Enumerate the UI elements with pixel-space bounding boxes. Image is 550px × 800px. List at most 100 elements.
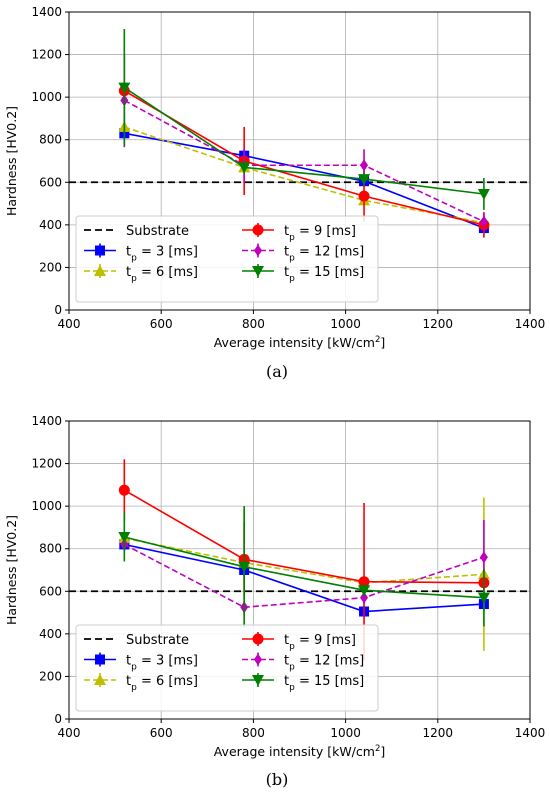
series-line [123, 99, 485, 223]
legend-entry: tp = 6 [ms] [84, 673, 198, 693]
chart-panel-a: 400 600 800 1000 1200 1400 0 200 400 600 800 1000 12… [4, 5, 545, 381]
legend-marker [252, 675, 264, 686]
x-tick-label: 600 [150, 726, 173, 740]
series-line [124, 132, 485, 229]
legend-label: tp = 3 [ms] [126, 654, 198, 673]
legend-box [75, 215, 379, 303]
legend-entry: tp = 3 [ms] [84, 243, 198, 264]
x-tick-label: 400 [58, 726, 81, 740]
legend-entry: tp = 3 [ms] [84, 652, 198, 673]
legend-entry: Substrate [84, 633, 189, 648]
data-point [358, 190, 370, 202]
y-tick-label: 1200 [31, 48, 62, 62]
y-tick-label: 200 [39, 260, 62, 274]
legend-marker [252, 266, 264, 277]
series-3 [120, 519, 488, 614]
data-point [479, 551, 488, 564]
chart-panel-b: 400 600 800 1000 1200 1400 0 200 400 600 800 1000 12… [4, 414, 545, 789]
data-point [360, 591, 369, 604]
legend-marker [254, 244, 262, 257]
data-point [358, 585, 371, 597]
legend-label: tp = 3 [ms] [126, 245, 198, 264]
legend-entry: tp = 6 [ms] [84, 264, 198, 284]
data-point [360, 159, 369, 172]
legend-marker [254, 653, 262, 666]
y-axis-label: Hardness [HV0.2] [4, 106, 19, 216]
data-point [477, 188, 490, 200]
legend-entry: tp = 15 [ms] [242, 264, 364, 284]
legend-entry: tp = 12 [ms] [242, 652, 364, 673]
legend-label: tp = 9 [ms] [284, 633, 356, 652]
data-point [238, 162, 251, 174]
legend-marker [252, 224, 264, 236]
y-tick-label: 400 [39, 627, 62, 641]
y-tick-label: 1200 [31, 457, 62, 471]
series-line [123, 90, 485, 226]
y-tick-label: 0 [54, 712, 62, 726]
series-line [123, 489, 484, 584]
x-axis-label: Average intensity [kW/cm2] [214, 744, 386, 759]
legend-label: tp = 6 [ms] [126, 265, 198, 284]
data-point [238, 561, 251, 573]
x-tick-label: 600 [150, 317, 173, 331]
legend-marker [95, 654, 105, 665]
series-3 [120, 53, 488, 231]
legend-label: tp = 15 [ms] [284, 265, 364, 284]
x-tick-label: 1000 [330, 726, 361, 740]
legend-marker [252, 633, 264, 645]
legend-marker [94, 674, 106, 685]
legend-label: tp = 15 [ms] [284, 674, 364, 693]
plot-frame [68, 11, 531, 311]
series-line [124, 537, 484, 584]
data-point [358, 174, 371, 186]
legend-label: Substrate [126, 633, 189, 648]
x-tick-label: 1200 [423, 726, 454, 740]
series-line [124, 126, 485, 224]
legend-entry: tp = 9 [ms] [242, 632, 356, 652]
legend-entry: Substrate [84, 224, 189, 239]
x-tick-label: 400 [58, 317, 81, 331]
series-1 [118, 120, 490, 228]
x-tick-label: 1000 [330, 317, 361, 331]
legend-label: tp = 9 [ms] [284, 224, 356, 243]
y-tick-label: 800 [39, 133, 62, 147]
series-line [123, 543, 485, 609]
data-point [358, 576, 370, 588]
legend-marker [94, 265, 106, 276]
series-4 [118, 29, 490, 210]
legend: Substrate tp = 3 [ms]tp = 6 [ms] tp = 9 [m… [75, 624, 379, 712]
y-tick-label: 1400 [31, 5, 62, 19]
legend-marker [95, 245, 105, 256]
y-tick-label: 1400 [31, 414, 62, 428]
y-tick-label: 1000 [31, 499, 62, 513]
data-point [118, 484, 130, 496]
plot-frame [68, 420, 531, 720]
legend-entry: tp = 9 [ms] [242, 223, 356, 243]
x-tick-label: 800 [242, 317, 265, 331]
data-point [479, 215, 488, 228]
legend-label: Substrate [126, 224, 189, 239]
legend-entry: tp = 12 [ms] [242, 243, 364, 264]
y-tick-label: 600 [39, 584, 62, 598]
series-line [124, 536, 484, 599]
legend: Substrate tp = 3 [ms]tp = 6 [ms] tp = 9 [m… [75, 215, 379, 303]
x-tick-label: 1200 [423, 317, 454, 331]
y-tick-label: 200 [39, 669, 62, 683]
legend-box [75, 624, 379, 712]
y-tick-label: 0 [54, 303, 62, 317]
x-axis-label: Average intensity [kW/cm2] [214, 335, 386, 350]
data-point [477, 592, 490, 604]
x-tick-label: 1400 [515, 726, 546, 740]
legend-label: tp = 6 [ms] [126, 674, 198, 693]
y-axis-label: Hardness [HV0.2] [4, 515, 19, 625]
y-tick-label: 800 [39, 542, 62, 556]
panel-caption: (b) [266, 770, 289, 789]
legend-label: tp = 12 [ms] [284, 245, 364, 264]
y-tick-label: 400 [39, 218, 62, 232]
legend-label: tp = 12 [ms] [284, 654, 364, 673]
data-point [118, 532, 131, 544]
series-line [123, 86, 484, 195]
series-line [124, 543, 484, 613]
x-tick-label: 1400 [515, 317, 546, 331]
